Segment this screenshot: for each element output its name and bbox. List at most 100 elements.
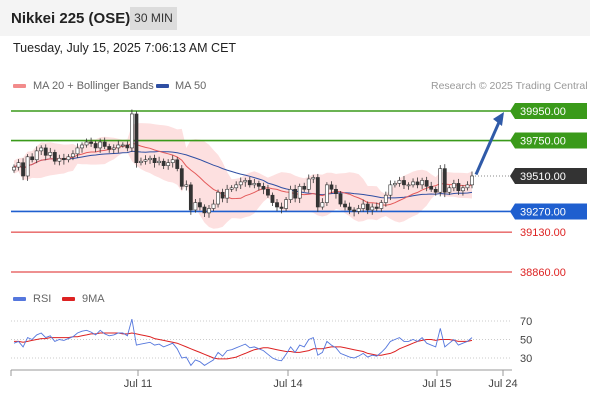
rsi-line [13, 318, 473, 367]
timeframe-button[interactable]: 30 MIN [130, 7, 177, 30]
candle-body [211, 203, 216, 209]
candle-body [111, 147, 116, 150]
candle-body [229, 187, 234, 190]
candle-body [25, 156, 30, 177]
candle-body [16, 162, 21, 168]
candle-body [139, 160, 143, 163]
candle-body [415, 181, 420, 186]
rsi-legend-label: RSI [33, 293, 52, 305]
candle-body [270, 194, 275, 203]
candle-body [157, 160, 162, 163]
candle-body [374, 206, 379, 209]
candle-body [383, 194, 388, 203]
candle-body [397, 180, 402, 184]
candle-body [66, 156, 71, 161]
candle-body [148, 157, 152, 161]
candle-body [193, 202, 198, 211]
candle-body [71, 153, 75, 158]
candle-body [52, 152, 57, 162]
candle-body [465, 184, 470, 189]
level-label-39270.00: 39270.00 [520, 206, 566, 218]
bollinger-band [14, 123, 472, 229]
rsi-legend-swatch [13, 297, 26, 301]
rsi-ma-legend-swatch [62, 297, 75, 301]
level-label-39510.00: 39510.00 [520, 171, 566, 183]
instrument-title: Nikkei 225 (OSE) [11, 10, 131, 27]
candle-body [75, 147, 80, 155]
candle-body [143, 159, 148, 162]
candle-body [48, 152, 53, 156]
candle-body [234, 184, 239, 189]
projection-arrow-head [493, 112, 504, 126]
candle-body [130, 113, 134, 149]
level-label-39950.00: 39950.00 [520, 106, 566, 118]
candle-body [284, 199, 288, 209]
candle-body [170, 159, 175, 163]
candle-body [198, 202, 202, 208]
candle-body [288, 188, 293, 200]
candle-body [329, 184, 334, 190]
rsi-ma-line [14, 332, 473, 360]
level-tag-39750.00 [510, 132, 587, 149]
candle-body [279, 206, 284, 209]
candle-body [252, 183, 257, 186]
candle-body [297, 186, 302, 199]
candle-body [302, 186, 307, 190]
candle-body [84, 141, 89, 146]
candle-body [184, 184, 189, 187]
candle-body [134, 113, 139, 163]
candle-body [57, 157, 62, 162]
candle-body [461, 187, 465, 192]
candle-body [238, 181, 243, 186]
level-tag-39270.00 [510, 203, 587, 220]
candle-body [320, 202, 325, 208]
candle-body [243, 180, 248, 183]
candle-body [343, 203, 347, 208]
candle-body [207, 208, 211, 214]
candle-body [61, 157, 66, 161]
candle-body [161, 160, 166, 166]
header-bar: Nikkei 225 (OSE) 30 MIN [0, 0, 590, 36]
candle-body [442, 168, 447, 193]
candle-body [356, 208, 361, 212]
candle-body [216, 191, 220, 205]
candle-body [89, 141, 93, 144]
candle-body [388, 184, 393, 196]
candle-body [293, 188, 298, 199]
candle-body [456, 183, 461, 192]
rsi-tick-label: 30 [520, 353, 532, 365]
candle-body [438, 168, 443, 193]
ma20-legend-swatch [13, 84, 26, 88]
ma50-line [13, 150, 473, 199]
candle-body [433, 188, 438, 193]
candle-body [120, 144, 125, 147]
level-tag-39950.00 [510, 103, 587, 119]
candle-body [80, 144, 84, 149]
level-label-39750.00: 39750.00 [520, 136, 566, 148]
candle-body [365, 203, 370, 211]
candle-body [420, 180, 425, 186]
candle-body [256, 183, 261, 187]
candle-body [338, 193, 343, 205]
candle-body [334, 188, 338, 195]
candle-body [98, 141, 103, 149]
candle-body [125, 144, 130, 149]
x-tick-label: Jul 24 [488, 378, 517, 390]
candle-body [21, 162, 25, 177]
candle-body [202, 206, 207, 214]
candle-body [311, 177, 316, 180]
candle-body [12, 166, 16, 171]
candle-body [393, 183, 397, 186]
candle-body [266, 188, 270, 196]
copyright: Research © 2025 Trading Central [431, 80, 588, 92]
candle-body [306, 178, 311, 190]
candle-body [175, 159, 180, 169]
candles [12, 109, 474, 218]
candle-body [406, 184, 411, 187]
candle-body [225, 188, 230, 199]
candle-body [39, 147, 44, 152]
candle-body [470, 175, 474, 186]
candle-body [370, 206, 375, 211]
candle-body [352, 209, 356, 212]
